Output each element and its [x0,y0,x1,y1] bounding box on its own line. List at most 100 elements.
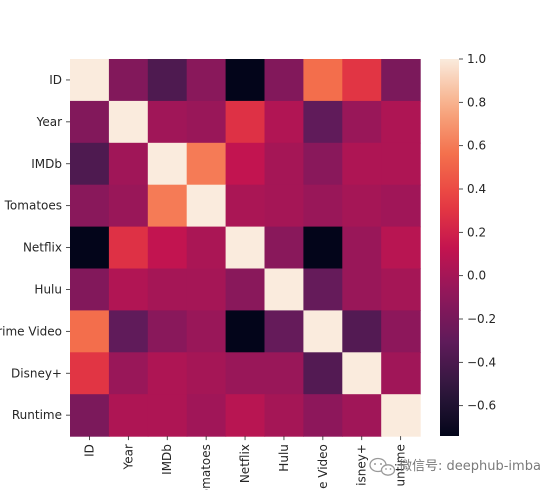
heatmap-cell [147,352,188,395]
column-label: omatoes [199,444,213,490]
colorbar-tick-label: 0.2 [467,225,486,239]
colorbar-tick-label: 1.0 [467,52,486,66]
row-label: ID [49,73,62,87]
heatmap-cell [108,394,149,437]
heatmap-cell [70,352,110,395]
heatmap-cell [225,226,266,270]
heatmap-cell [303,59,343,102]
heatmap-cell [108,184,149,228]
column-label: isney+ [355,444,369,486]
heatmap-cell [70,100,110,144]
heatmap-cell [225,142,266,186]
column-label: untime [394,444,408,486]
heatmap-cell [342,268,382,311]
heatmap-cell [147,59,188,102]
row-label: rime Video [0,324,62,338]
heatmap-cell [147,394,188,437]
colorbar-tick-label: −0.2 [467,312,496,326]
column-labels: ID Year IMDb omatoes Netflix Hulu e Video isney… [82,436,408,490]
heatmap-cell [264,59,304,102]
colorbar-gradient [440,59,459,436]
heatmap-cell [147,142,188,186]
heatmap-cell [303,226,343,270]
row-label: IMDb [31,157,62,171]
heatmap-cell [108,268,149,311]
colorbar-tick-label: −0.6 [467,399,496,413]
heatmap-cell [70,226,110,270]
row-label: Hulu [34,282,62,296]
heatmap-cell [186,100,227,144]
heatmap-cell [225,268,266,311]
heatmap-cell [342,394,382,437]
heatmap-cell [342,100,382,144]
column-label: ID [82,444,96,457]
heatmap-cell [381,352,421,395]
heatmap-cell [342,352,382,395]
heatmap-cells [70,59,421,437]
heatmap-cell [147,226,188,270]
heatmap-cell [264,226,304,270]
heatmap-cell [342,184,382,228]
heatmap-cell [381,310,421,353]
heatmap-cell [225,100,266,144]
heatmap-cell [108,142,149,186]
heatmap-cell [108,226,149,270]
heatmap-cell [70,268,110,311]
heatmap-cell [264,352,304,395]
heatmap-cell [225,310,266,353]
column-label: Hulu [277,444,291,472]
heatmap-cell [225,352,266,395]
heatmap-cell [186,352,227,395]
colorbar-tick-label: 0.6 [467,139,486,153]
heatmap-cell [303,100,343,144]
heatmap-cell [108,100,149,144]
heatmap-cell [70,310,110,353]
heatmap-cell [186,394,227,437]
heatmap-cell [381,184,421,228]
heatmap-cell [342,59,382,102]
heatmap-cell [381,59,421,102]
column-label: Netflix [238,444,252,483]
colorbar-tick-label: −0.4 [467,355,496,369]
heatmap-cell [70,142,110,186]
row-label: Netflix [23,241,62,255]
heatmap-cell [186,184,227,228]
colorbar-ticks: 1.0 0.8 0.6 0.4 0.2 0.0 −0.2 −0.4 −0.6 [459,52,496,413]
heatmap-cell [303,142,343,186]
heatmap-cell [381,142,421,186]
heatmap-cell [303,352,343,395]
heatmap-cell [108,352,149,395]
heatmap-cell [264,184,304,228]
column-label: Year [121,444,135,470]
wechat-icon [369,457,396,476]
heatmap-cell [186,226,227,270]
heatmap-cell [147,100,188,144]
heatmap-cell [381,394,421,437]
heatmap-cell [264,100,304,144]
row-label: Disney+ [11,366,62,380]
colorbar-tick-label: 0.4 [467,182,486,196]
heatmap-cell [303,184,343,228]
heatmap-cell [303,268,343,311]
row-label: Runtime [12,408,62,422]
column-label: IMDb [160,444,174,475]
heatmap-cell [225,184,266,228]
column-label: e Video [316,444,330,489]
heatmap-cell [108,59,149,102]
heatmap-cell [264,268,304,311]
heatmap-cell [147,268,188,311]
colorbar-tick-label: 0.0 [467,269,486,283]
heatmap-cell [381,100,421,144]
heatmap-cell [225,59,266,102]
heatmap-cell [70,394,110,437]
heatmap-cell [342,226,382,270]
colorbar-tick-label: 0.8 [467,95,486,109]
heatmap-cell [70,184,110,228]
watermark-text: 微信号: deephub-imba [399,459,541,474]
heatmap-cell [186,59,227,102]
heatmap-cell [264,142,304,186]
row-label: Year [36,115,62,129]
heatmap-cell [303,394,343,437]
colorbar: 1.0 0.8 0.6 0.4 0.2 0.0 −0.2 −0.4 −0.6 [440,52,496,436]
